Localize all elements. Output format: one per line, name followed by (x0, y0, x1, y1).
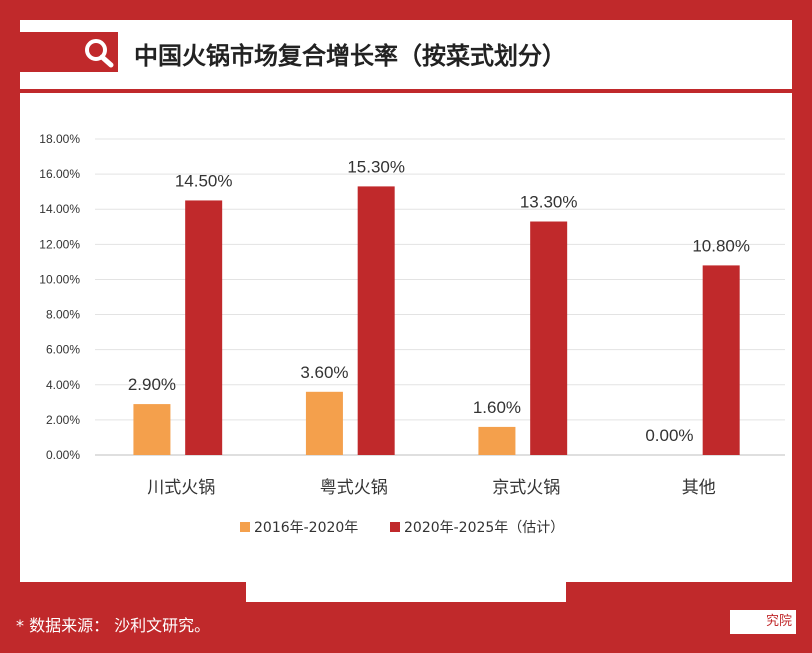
x-tick-label: 川式火锅 (147, 478, 215, 498)
source-note: * 数据来源： 沙利文研究。 (16, 616, 211, 635)
data-label: 3.60% (300, 363, 348, 382)
bar-chart: 0.00% 2.00% 4.00% 6.00% 8.00% 10.00% 12.00% 14.… (39, 132, 785, 536)
y-tick-label: 18.00% (39, 132, 80, 146)
footer-notch (246, 582, 566, 602)
bar-2016-2020 (478, 426, 516, 455)
y-tick-label: 14.00% (39, 202, 80, 216)
data-label: 2.90% (128, 375, 176, 394)
data-label: 14.50% (175, 171, 233, 190)
y-tick-label: 6.00% (46, 343, 80, 357)
x-tick-label: 京式火锅 (492, 478, 560, 498)
legend-label: 2020年-2025年（估计） (404, 520, 564, 536)
brand-tag: 究院 (730, 610, 796, 634)
chart-title: 中国火锅市场复合增长率（按菜式划分） (134, 42, 566, 70)
legend-label: 2016年-2020年 (254, 520, 358, 536)
bar-2020-2025 (702, 265, 740, 455)
y-tick-label: 12.00% (39, 237, 80, 251)
footer-strip (0, 600, 812, 653)
bar-2020-2025 (530, 221, 568, 455)
legend-swatch (240, 522, 250, 532)
y-tick-label: 2.00% (46, 413, 80, 427)
data-label: 1.60% (473, 398, 521, 417)
x-tick-label: 其他 (682, 478, 716, 498)
x-tick-label: 粤式火锅 (320, 478, 388, 498)
data-label: 15.30% (347, 157, 405, 176)
chart-card (20, 20, 792, 582)
title-divider (18, 89, 792, 93)
data-label: 10.80% (692, 236, 750, 255)
y-tick-label: 10.00% (39, 272, 80, 286)
bar-2020-2025 (185, 200, 223, 455)
data-label: 0.00% (645, 426, 693, 445)
bar-2020-2025 (357, 186, 395, 455)
y-tick-label: 4.00% (46, 378, 80, 392)
bar-2016-2020 (133, 404, 171, 455)
search-icon (80, 34, 118, 70)
y-tick-label: 8.00% (46, 308, 80, 322)
data-label: 13.30% (520, 193, 578, 212)
legend-swatch (390, 522, 400, 532)
y-tick-label: 16.00% (39, 167, 80, 181)
bar-2016-2020 (305, 391, 343, 455)
y-tick-label: 0.00% (46, 448, 80, 462)
